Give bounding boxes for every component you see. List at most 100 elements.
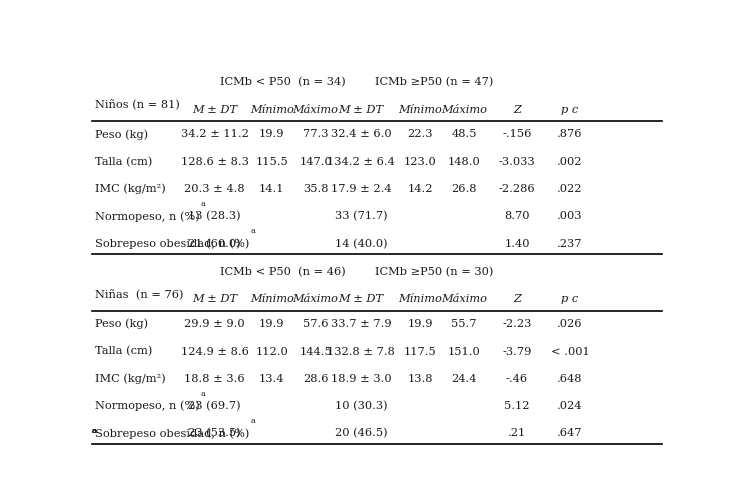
Text: -2.23: -2.23 — [502, 319, 531, 329]
Text: ICMb < P50  (n = 46): ICMb < P50 (n = 46) — [220, 267, 346, 277]
Text: 115.5: 115.5 — [255, 157, 288, 167]
Text: 28.6: 28.6 — [302, 374, 328, 384]
Text: 14 (40.0): 14 (40.0) — [335, 239, 388, 249]
Text: .237: .237 — [557, 239, 583, 249]
Text: 128.6 ± 8.3: 128.6 ± 8.3 — [181, 157, 249, 167]
Text: Niños (n = 81): Niños (n = 81) — [95, 100, 180, 110]
Text: Normopeso, n (%): Normopeso, n (%) — [95, 401, 199, 412]
Text: 148.0: 148.0 — [447, 157, 481, 167]
Text: p c: p c — [562, 104, 578, 115]
Text: .21: .21 — [508, 429, 526, 438]
Text: 1.40: 1.40 — [504, 239, 530, 249]
Text: 22.3: 22.3 — [407, 129, 433, 139]
Text: Sobrepeso obesidad, n (%): Sobrepeso obesidad, n (%) — [95, 239, 250, 249]
Text: .003: .003 — [557, 211, 583, 222]
Text: 34.2 ± 11.2: 34.2 ± 11.2 — [181, 129, 249, 139]
Text: Z: Z — [513, 295, 521, 304]
Text: 17.9 ± 2.4: 17.9 ± 2.4 — [331, 184, 392, 194]
Text: 35.8: 35.8 — [302, 184, 328, 194]
Text: -.46: -.46 — [506, 374, 528, 384]
Text: 151.0: 151.0 — [447, 347, 481, 357]
Text: .876: .876 — [557, 129, 583, 139]
Text: 144.5: 144.5 — [300, 347, 332, 357]
Text: 14.1: 14.1 — [259, 184, 284, 194]
Text: a: a — [92, 427, 97, 434]
Text: 77.3: 77.3 — [302, 129, 328, 139]
Text: 20.3 ± 4.8: 20.3 ± 4.8 — [184, 184, 245, 194]
Text: M ± DT: M ± DT — [192, 295, 237, 304]
Text: Máximo: Máximo — [293, 104, 339, 115]
Text: 10 (30.3): 10 (30.3) — [335, 401, 388, 411]
Text: p c: p c — [562, 295, 578, 304]
Text: 8.70: 8.70 — [504, 211, 530, 222]
Text: M ± DT: M ± DT — [339, 295, 383, 304]
Text: 26.8: 26.8 — [451, 184, 477, 194]
Text: ICMb < P50  (n = 34): ICMb < P50 (n = 34) — [220, 77, 346, 87]
Text: 23 (53.5): 23 (53.5) — [188, 428, 241, 439]
Text: Sobrepeso obesidad, n (%): Sobrepeso obesidad, n (%) — [95, 428, 250, 439]
Text: .002: .002 — [557, 157, 583, 167]
Text: 19.9: 19.9 — [259, 129, 284, 139]
Text: Mínimo: Mínimo — [398, 104, 442, 115]
Text: 48.5: 48.5 — [451, 129, 477, 139]
Text: 33 (71.7): 33 (71.7) — [335, 211, 388, 222]
Text: 13.8: 13.8 — [407, 374, 433, 384]
Text: a: a — [201, 200, 205, 208]
Text: 18.9 ± 3.0: 18.9 ± 3.0 — [331, 374, 392, 384]
Text: a: a — [92, 427, 97, 434]
Text: .026: .026 — [557, 319, 583, 329]
Text: Peso (kg): Peso (kg) — [95, 319, 148, 330]
Text: Normopeso, n (%): Normopeso, n (%) — [95, 211, 199, 222]
Text: Z: Z — [513, 104, 521, 115]
Text: Máximo: Máximo — [441, 295, 487, 304]
Text: 32.4 ± 6.0: 32.4 ± 6.0 — [331, 129, 392, 139]
Text: 112.0: 112.0 — [255, 347, 288, 357]
Text: M ± DT: M ± DT — [339, 104, 383, 115]
Text: .647: .647 — [557, 429, 583, 438]
Text: Talla (cm): Talla (cm) — [95, 347, 152, 357]
Text: .022: .022 — [557, 184, 583, 194]
Text: a: a — [250, 227, 255, 235]
Text: 13.4: 13.4 — [259, 374, 284, 384]
Text: .024: .024 — [557, 401, 583, 411]
Text: Niñas  (n = 76): Niñas (n = 76) — [95, 290, 183, 300]
Text: 123.0: 123.0 — [403, 157, 436, 167]
Text: a: a — [92, 427, 97, 434]
Text: 132.8 ± 7.8: 132.8 ± 7.8 — [328, 347, 395, 357]
Text: 24.4: 24.4 — [451, 374, 477, 384]
Text: IMC (kg/m²): IMC (kg/m²) — [95, 374, 166, 384]
Text: 33.7 ± 7.9: 33.7 ± 7.9 — [331, 319, 392, 329]
Text: 29.9 ± 9.0: 29.9 ± 9.0 — [184, 319, 245, 329]
Text: 14.2: 14.2 — [407, 184, 433, 194]
Text: -3.79: -3.79 — [502, 347, 531, 357]
Text: 21 (60.0): 21 (60.0) — [188, 239, 241, 249]
Text: 23 (69.7): 23 (69.7) — [188, 401, 241, 411]
Text: 18.8 ± 3.6: 18.8 ± 3.6 — [184, 374, 245, 384]
Text: a: a — [92, 427, 97, 434]
Text: -3.033: -3.033 — [498, 157, 535, 167]
Text: 55.7: 55.7 — [451, 319, 477, 329]
Text: 5.12: 5.12 — [504, 401, 530, 411]
Text: Máximo: Máximo — [441, 104, 487, 115]
Text: 19.9: 19.9 — [407, 319, 433, 329]
Text: 134.2 ± 6.4: 134.2 ± 6.4 — [328, 157, 395, 167]
Text: Mínimo: Mínimo — [398, 295, 442, 304]
Text: Talla (cm): Talla (cm) — [95, 156, 152, 167]
Text: Peso (kg): Peso (kg) — [95, 129, 148, 140]
Text: Mínimo: Mínimo — [250, 295, 294, 304]
Text: 117.5: 117.5 — [403, 347, 436, 357]
Text: Máximo: Máximo — [293, 295, 339, 304]
Text: IMC (kg/m²): IMC (kg/m²) — [95, 184, 166, 194]
Text: 20 (46.5): 20 (46.5) — [335, 428, 388, 439]
Text: Mínimo: Mínimo — [250, 104, 294, 115]
Text: 13 (28.3): 13 (28.3) — [188, 211, 241, 222]
Text: 19.9: 19.9 — [259, 319, 284, 329]
Text: .648: .648 — [557, 374, 583, 384]
Text: -2.286: -2.286 — [498, 184, 535, 194]
Text: 147.0: 147.0 — [300, 157, 332, 167]
Text: a: a — [201, 390, 205, 398]
Text: ICMb ≥P50 (n = 30): ICMb ≥P50 (n = 30) — [375, 267, 493, 277]
Text: a: a — [250, 417, 255, 425]
Text: 124.9 ± 8.6: 124.9 ± 8.6 — [181, 347, 249, 357]
Text: -.156: -.156 — [502, 129, 531, 139]
